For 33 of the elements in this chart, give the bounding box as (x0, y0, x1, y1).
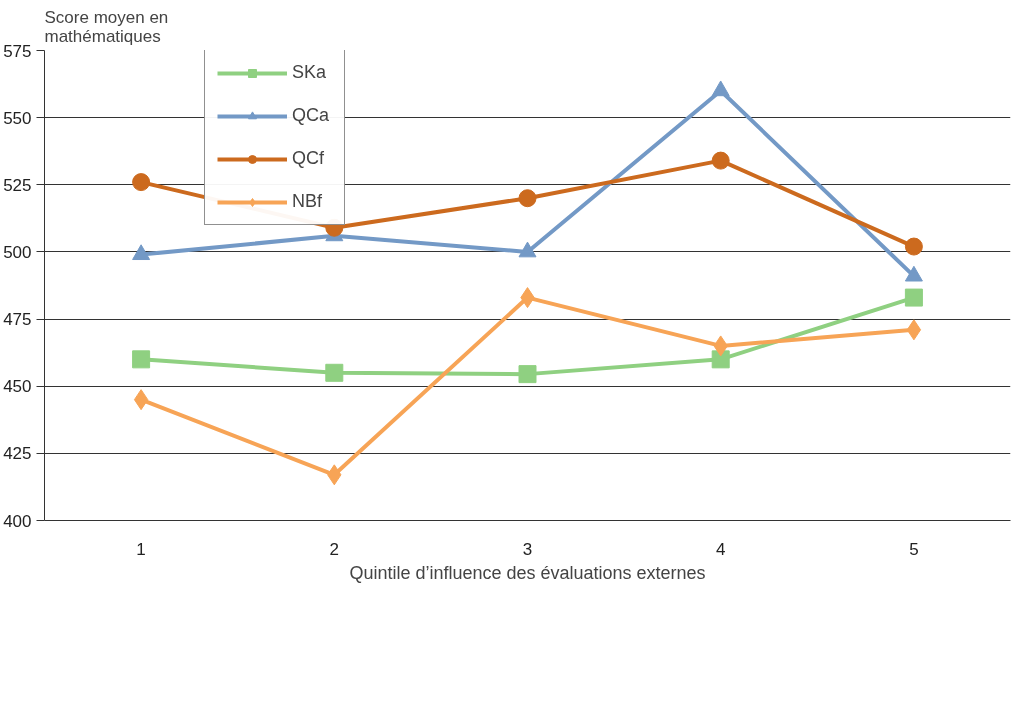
point (325, 363, 344, 382)
x-tick-label: 3 (522, 539, 533, 559)
y-tick-label: 475 (3, 310, 32, 330)
x-tick-label: 5 (909, 539, 919, 559)
y-tick-label: 400 (3, 511, 32, 531)
point (711, 80, 730, 97)
legend-label: QCf (292, 148, 325, 169)
y-tick-label: 575 (3, 41, 32, 61)
point (904, 237, 923, 256)
legend-label: QCa (292, 105, 330, 126)
y-tick-label: 525 (3, 175, 32, 195)
x-tick-label: 4 (715, 539, 726, 559)
y-tick-label: 550 (3, 108, 32, 128)
y-tick-label: 425 (3, 444, 32, 464)
legend-label: SKa (292, 62, 328, 83)
point (132, 173, 151, 192)
point (133, 389, 149, 411)
x-tick-label: 1 (136, 539, 146, 559)
point (518, 241, 537, 258)
point (711, 151, 730, 170)
x-axis-title: Quintile d’influence des évaluations externes (349, 562, 706, 583)
point (518, 189, 537, 208)
y-tick-label: 500 (3, 242, 32, 262)
x-tick-label: 2 (329, 539, 340, 559)
point (132, 350, 151, 369)
point (518, 365, 537, 384)
legend-label: NBf (292, 191, 323, 212)
point (906, 319, 922, 341)
y-axis-title: Score moyen en mathématiques (44, 7, 169, 46)
point (904, 288, 923, 307)
point (132, 244, 151, 261)
y-tick-label: 450 (3, 377, 32, 397)
point (711, 350, 730, 369)
